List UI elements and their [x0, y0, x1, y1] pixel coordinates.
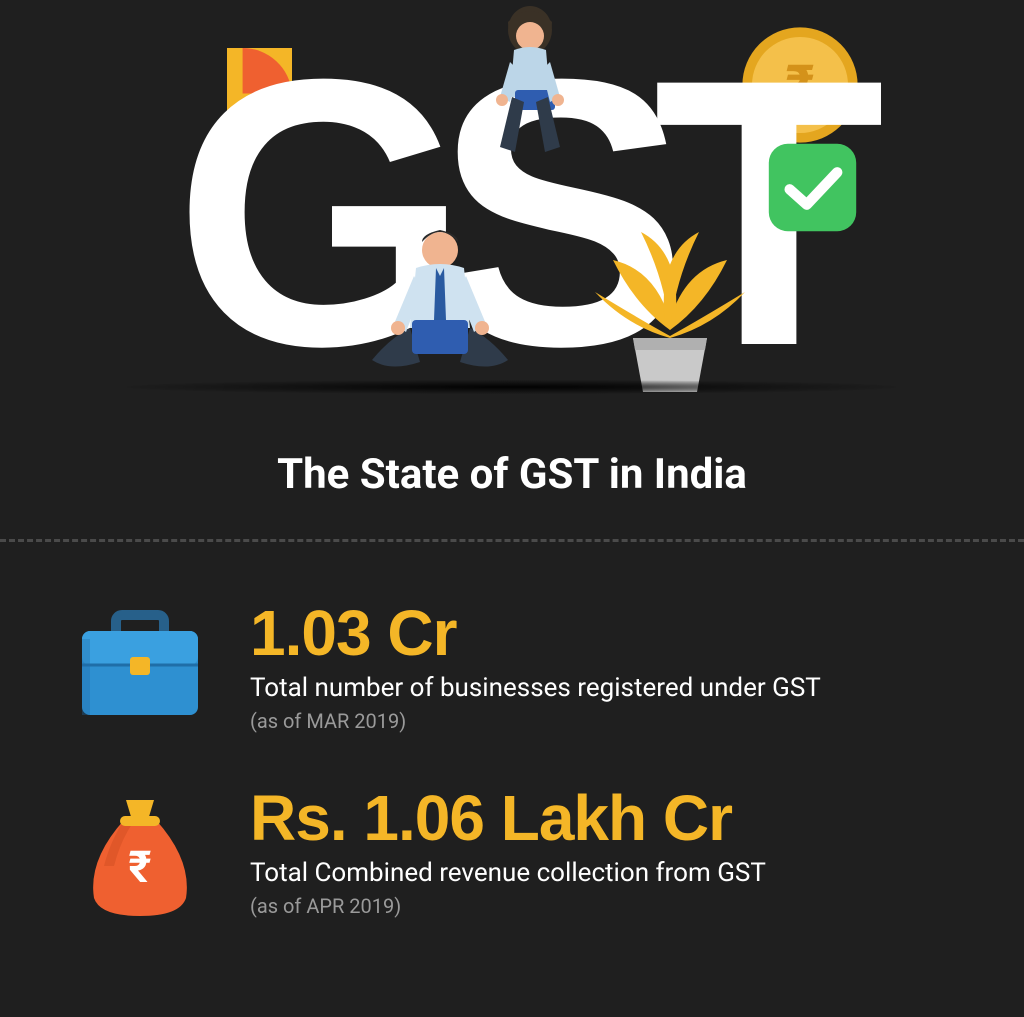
man-illustration [350, 220, 530, 400]
stat-businesses: 1.03 Cr Total number of businesses regis… [70, 597, 954, 737]
checkmark-badge-icon [765, 140, 860, 235]
stat-businesses-label: Total number of businesses registered un… [250, 673, 954, 703]
money-bag-icon: ₹ [70, 782, 210, 922]
stat-revenue-body: Rs. 1.06 Lakh Cr Total Combined revenue … [250, 786, 954, 918]
briefcase-icon [70, 597, 210, 737]
hero-section: ₹ GST [0, 0, 1024, 480]
plant-icon [575, 220, 765, 400]
hero-shadow [127, 380, 897, 394]
stat-revenue-date: (as of APR 2019) [250, 894, 954, 918]
stat-revenue-label: Total Combined revenue collection from G… [250, 858, 954, 888]
stat-businesses-date: (as of MAR 2019) [250, 709, 954, 733]
stat-revenue: ₹ Rs. 1.06 Lakh Cr Total Combined revenu… [70, 782, 954, 922]
stats-section: 1.03 Cr Total number of businesses regis… [0, 542, 1024, 922]
stat-revenue-value: Rs. 1.06 Lakh Cr [250, 786, 954, 850]
woman-illustration [460, 2, 610, 182]
svg-text:₹: ₹ [128, 841, 151, 893]
stat-businesses-value: 1.03 Cr [250, 601, 954, 665]
stat-businesses-body: 1.03 Cr Total number of businesses regis… [250, 601, 954, 733]
